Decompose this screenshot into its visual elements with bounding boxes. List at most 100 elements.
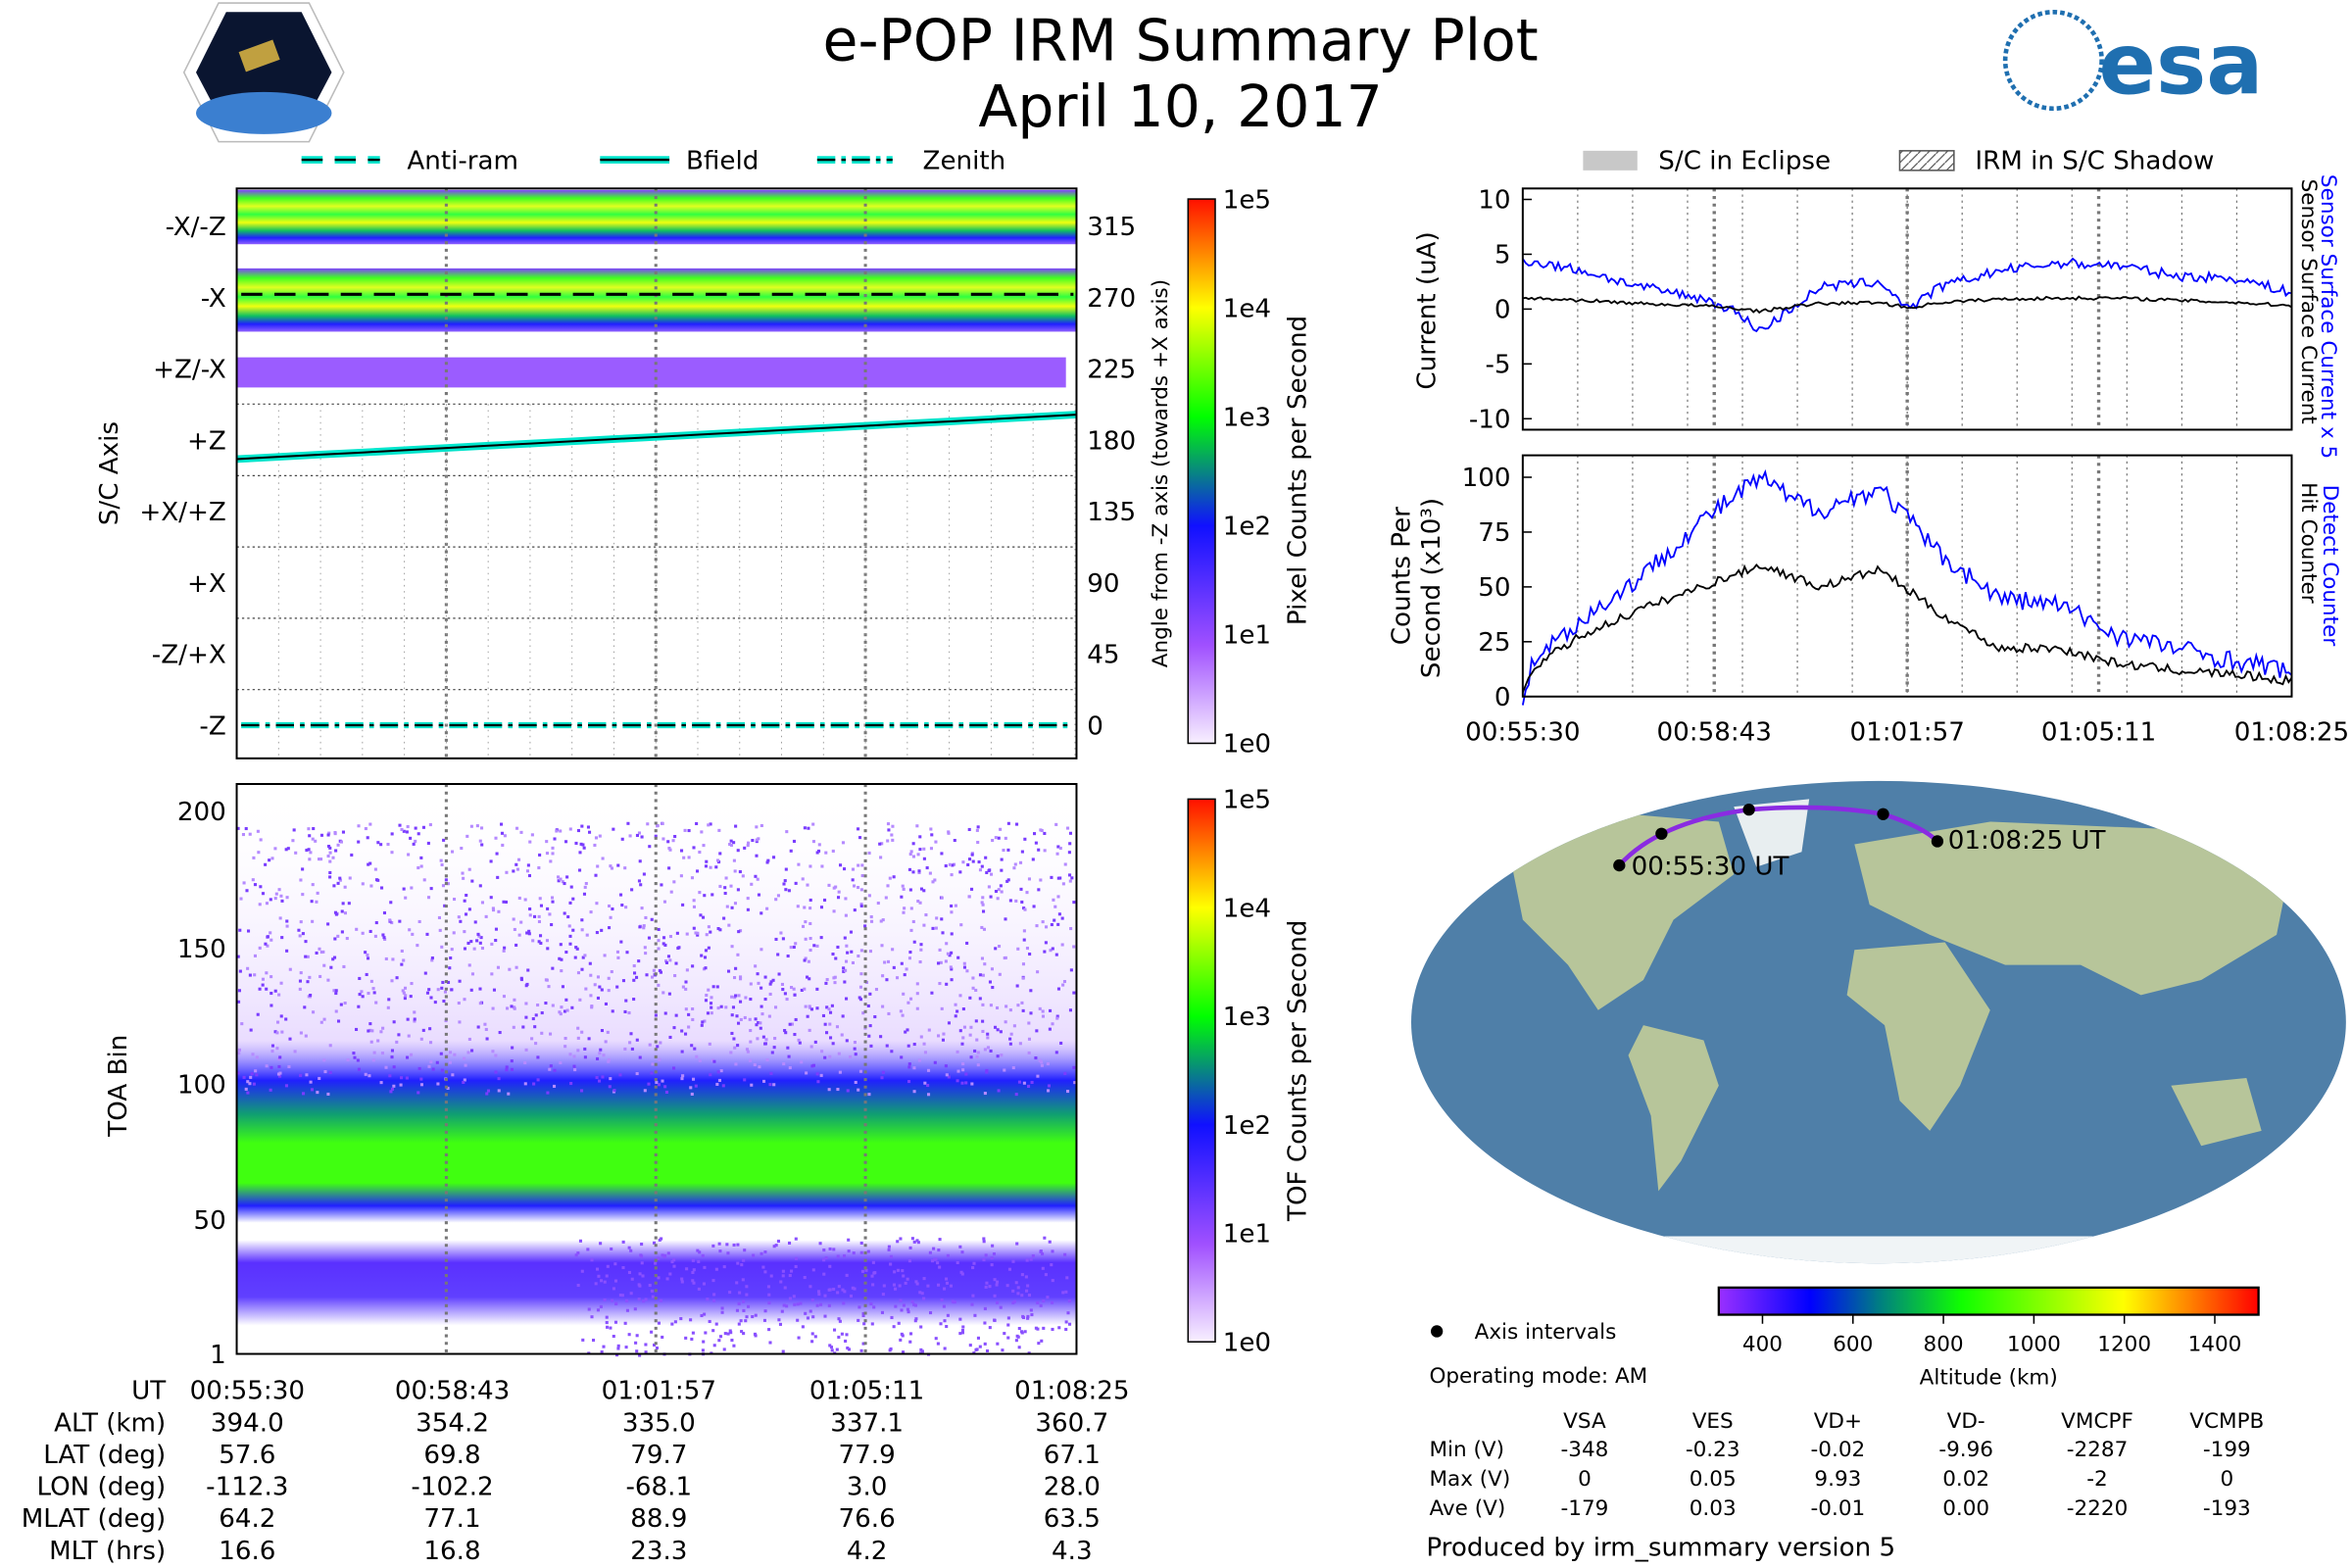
noise-pixel: [943, 1347, 947, 1350]
noise-pixel: [902, 1274, 906, 1278]
orbit-cell: 76.6: [839, 1504, 896, 1534]
noise-pixel: [565, 875, 569, 879]
noise-pixel: [269, 931, 272, 935]
noise-pixel: [834, 885, 838, 889]
noise-pixel: [895, 976, 900, 980]
noise-pixel: [571, 897, 575, 901]
noise-pixel: [757, 1021, 760, 1025]
noise-pixel: [1051, 1327, 1054, 1331]
noise-pixel: [421, 1028, 425, 1032]
noise-pixel: [947, 1021, 951, 1025]
noise-pixel: [705, 933, 709, 937]
legend-left: Anti-ram Bfield Zenith: [301, 146, 1005, 175]
noise-pixel: [1034, 1326, 1038, 1330]
noise-pixel: [1063, 1252, 1067, 1256]
noise-pixel: [705, 859, 709, 863]
noise-pixel: [702, 1340, 706, 1344]
noise-pixel: [372, 1051, 376, 1054]
noise-pixel: [559, 877, 563, 881]
noise-pixel: [358, 976, 362, 980]
noise-pixel: [322, 963, 326, 967]
noise-pixel: [326, 978, 330, 982]
noise-pixel: [1023, 837, 1027, 841]
noise-pixel: [491, 1006, 495, 1010]
noise-pixel: [327, 845, 331, 849]
noise-pixel: [569, 1082, 573, 1086]
noise-pixel: [578, 851, 582, 855]
noise-pixel: [1055, 852, 1059, 856]
noise-pixel: [416, 1091, 420, 1095]
noise-pixel: [446, 1086, 450, 1090]
noise-pixel: [823, 898, 827, 902]
noise-pixel: [933, 878, 937, 882]
noise-pixel: [1033, 832, 1037, 836]
noise-pixel: [874, 988, 879, 992]
noise-pixel: [620, 1294, 624, 1298]
noise-pixel: [997, 1089, 1001, 1093]
noise-pixel: [892, 1283, 896, 1287]
noise-pixel: [993, 1278, 997, 1282]
noise-pixel: [315, 900, 318, 904]
noise-pixel: [922, 889, 926, 893]
noise-pixel: [912, 1043, 916, 1047]
noise-pixel: [648, 845, 652, 849]
noise-pixel: [915, 982, 919, 986]
noise-pixel: [1031, 858, 1035, 861]
noise-pixel: [519, 830, 523, 834]
noise-pixel: [707, 988, 710, 992]
noise-pixel: [870, 919, 874, 923]
noise-pixel: [1016, 1292, 1020, 1296]
noise-pixel: [464, 1063, 467, 1067]
noise-pixel: [662, 837, 665, 841]
noise-pixel: [657, 927, 661, 931]
noise-pixel: [276, 1020, 280, 1024]
noise-pixel: [651, 1295, 655, 1298]
noise-pixel: [730, 1339, 734, 1343]
noise-pixel: [880, 944, 884, 948]
noise-pixel: [800, 988, 804, 992]
noise-pixel: [915, 824, 919, 828]
band-minus-x: [236, 268, 1077, 332]
noise-pixel: [714, 865, 718, 869]
noise-pixel: [629, 1292, 633, 1296]
noise-pixel: [980, 864, 984, 868]
noise-pixel: [546, 906, 550, 910]
noise-pixel: [692, 1268, 696, 1272]
noise-pixel: [856, 885, 860, 890]
orbit-cell: 79.7: [630, 1441, 687, 1470]
noise-pixel: [806, 975, 809, 979]
noise-pixel: [561, 985, 564, 989]
orbit-cell: 4.2: [847, 1537, 888, 1566]
noise-pixel: [604, 1002, 608, 1005]
noise-pixel: [679, 874, 683, 878]
noise-pixel: [1017, 1346, 1021, 1349]
noise-pixel: [762, 1318, 766, 1322]
noise-pixel: [390, 1055, 394, 1059]
voltage-cell: -348: [1561, 1438, 1609, 1462]
noise-pixel: [845, 997, 849, 1001]
noise-pixel: [729, 1331, 733, 1335]
noise-pixel: [328, 851, 332, 855]
noise-pixel: [326, 855, 330, 858]
noise-pixel: [763, 1042, 767, 1046]
noise-pixel: [616, 863, 620, 867]
noise-pixel: [244, 826, 248, 831]
noise-pixel: [467, 963, 471, 967]
noise-pixel: [1015, 1242, 1019, 1246]
noise-pixel: [403, 997, 407, 1001]
noise-pixel: [440, 945, 444, 949]
noise-pixel: [772, 1046, 776, 1050]
noise-pixel: [763, 1270, 767, 1274]
noise-pixel: [512, 917, 515, 921]
noise-pixel: [710, 1011, 713, 1015]
noise-pixel: [867, 894, 871, 898]
noise-pixel: [662, 991, 665, 995]
noise-pixel: [545, 840, 549, 844]
noise-pixel: [735, 1308, 739, 1312]
noise-pixel: [687, 829, 691, 833]
noise-pixel: [983, 1342, 987, 1346]
noise-pixel: [722, 1265, 726, 1269]
noise-pixel: [288, 1037, 292, 1041]
noise-pixel: [606, 1030, 610, 1034]
